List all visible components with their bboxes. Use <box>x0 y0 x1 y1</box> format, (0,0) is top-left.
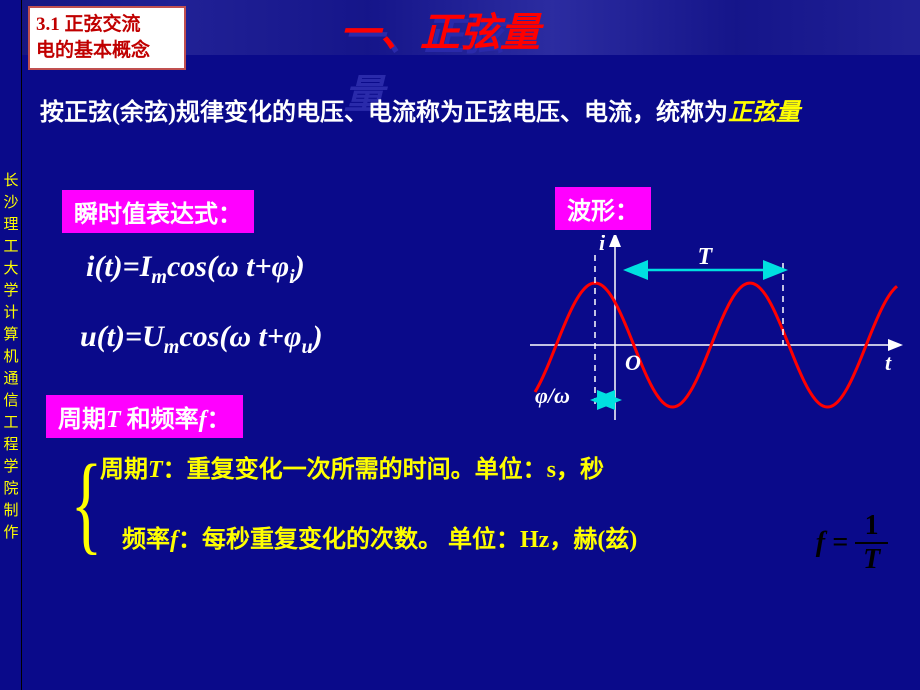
slide-title-front: 一、正弦量 <box>340 10 540 55</box>
period-sym: T <box>148 457 163 483</box>
freq-label: 频率 <box>122 527 170 553</box>
f-eq-den: T <box>855 544 888 576</box>
svg-text:O: O <box>625 350 641 375</box>
label-waveform: 波形： <box>555 187 651 230</box>
freq-unit: 单位：Hz，赫(兹) <box>448 527 637 553</box>
label-period: 周期T 和频率f： <box>46 395 243 438</box>
waveform-svg: i t O Tφ/ω <box>530 235 910 435</box>
period-def-row: 周期T：重复变化一次所需的时间。单位：s，秒 <box>100 450 820 490</box>
svg-text:t: t <box>885 350 892 375</box>
f-eq-num: 1 <box>855 510 888 544</box>
period-definitions: 周期T：重复变化一次所需的时间。单位：s，秒 频率f：每秒重复变化的次数。 单位… <box>100 450 820 560</box>
svg-text:T: T <box>698 244 714 270</box>
slide-title: 一、正弦量 一、正弦量 <box>340 0 540 58</box>
svg-text:i: i <box>599 235 606 255</box>
waveform-chart: i t O Tφ/ω <box>530 235 910 435</box>
section-number-box: 3.1 正弦交流 电的基本概念 <box>28 6 186 70</box>
side-text: 长沙理工大学计算机通信工程学院制作 <box>3 170 19 544</box>
intro-em: 正弦量 <box>728 100 800 126</box>
period-text: ：重复变化一次所需的时间。单位：s，秒 <box>163 457 604 483</box>
side-strip: 长沙理工大学计算机通信工程学院制作 <box>0 0 22 690</box>
freq-text: ：每秒重复变化的次数。 <box>178 527 442 553</box>
formula-u: u(t)=Umcos(ω t+φu) <box>80 320 323 359</box>
period-label: 周期 <box>100 457 148 483</box>
section-number-line1: 3.1 正弦交流 <box>36 12 178 38</box>
freq-def-row: 频率f：每秒重复变化的次数。 单位：Hz，赫(兹) <box>100 520 820 560</box>
freq-sym: f <box>170 527 178 553</box>
f-eq-frac: 1 T <box>855 510 888 576</box>
intro-text: 按正弦(余弦)规律变化的电压、电流称为正弦电压、电流，统称为正弦量 <box>40 95 890 131</box>
formula-i: i(t)=Imcos(ω t+φi) <box>86 250 305 289</box>
f-eq-lhs: f = <box>816 527 848 558</box>
section-number-line2: 电的基本概念 <box>36 38 178 64</box>
svg-text:φ/ω: φ/ω <box>535 383 570 408</box>
slide-root: 长沙理工大学计算机通信工程学院制作 3.1 正弦交流 电的基本概念 一、正弦量 … <box>0 0 920 690</box>
intro-pre: 按正弦(余弦)规律变化的电压、电流称为正弦电压、电流，统称为 <box>40 100 728 126</box>
brace-icon: { <box>71 440 103 567</box>
formula-f-equals: f = 1 T <box>792 510 912 580</box>
label-instantaneous: 瞬时值表达式： <box>62 190 254 233</box>
